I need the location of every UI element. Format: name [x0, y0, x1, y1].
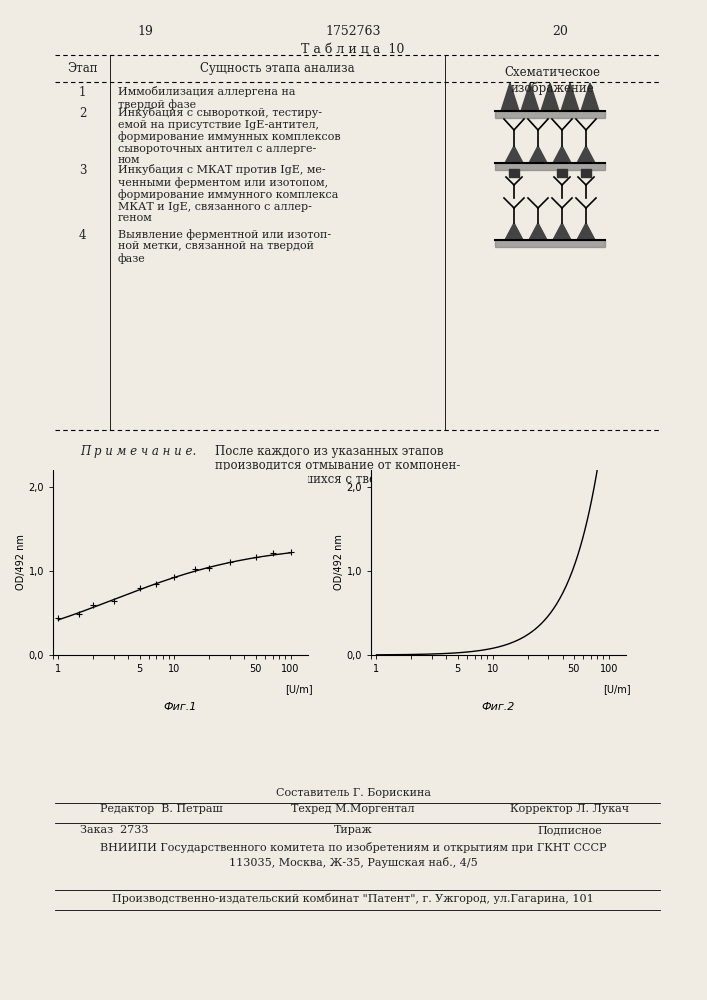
Text: Схематическое
изображение: Схематическое изображение — [505, 66, 600, 95]
Polygon shape — [521, 83, 539, 111]
Polygon shape — [495, 163, 605, 170]
Y-axis label: OD/492 nm: OD/492 nm — [334, 535, 344, 590]
Text: Составитель Г. Борискина: Составитель Г. Борискина — [276, 788, 431, 798]
Polygon shape — [529, 223, 547, 240]
Text: производится отмывание от компонен-: производится отмывание от компонен- — [215, 459, 460, 472]
Text: 2: 2 — [78, 107, 86, 120]
Text: Редактор  В. Петраш: Редактор В. Петраш — [100, 804, 223, 814]
Text: Т а б л и ц а  10: Т а б л и ц а 10 — [301, 43, 404, 56]
Bar — [581, 169, 591, 177]
Text: Инкубация с сывороткой, тестиру-
емой на присутствие IgE-антител,
формирование и: Инкубация с сывороткой, тестиру- емой на… — [118, 107, 341, 165]
Text: Фиг.1: Фиг.1 — [163, 702, 197, 712]
Polygon shape — [505, 223, 523, 240]
Text: 19: 19 — [137, 25, 153, 38]
Text: [U/m]: [U/m] — [285, 684, 312, 694]
Polygon shape — [581, 83, 599, 111]
Polygon shape — [553, 146, 571, 163]
Text: Сущность этапа анализа: Сущность этапа анализа — [200, 62, 355, 75]
Text: ВНИИПИ Государственного комитета по изобретениям и открытиям при ГКНТ СССР: ВНИИПИ Государственного комитета по изоб… — [100, 842, 606, 853]
Polygon shape — [553, 223, 571, 240]
Text: 20: 20 — [552, 25, 568, 38]
Polygon shape — [577, 146, 595, 163]
Text: Иммобилизация аллергена на
твердой фазе: Иммобилизация аллергена на твердой фазе — [118, 86, 296, 110]
Y-axis label: OD/492 nm: OD/492 nm — [16, 535, 25, 590]
Text: Этап: Этап — [67, 62, 98, 75]
Text: [U/m]: [U/m] — [603, 684, 631, 694]
Polygon shape — [577, 223, 595, 240]
Text: Инкубация с МКАТ против IgE, ме-
ченными ферментом или изотопом,
формирование им: Инкубация с МКАТ против IgE, ме- ченными… — [118, 164, 339, 223]
Polygon shape — [529, 146, 547, 163]
Polygon shape — [561, 83, 579, 111]
Text: П р и м е ч а н и е.: П р и м е ч а н и е. — [80, 445, 197, 458]
Text: 113035, Москва, Ж-35, Раушская наб., 4/5: 113035, Москва, Ж-35, Раушская наб., 4/5 — [228, 857, 477, 868]
Text: Фиг.2: Фиг.2 — [481, 702, 515, 712]
Text: Заказ  2733: Заказ 2733 — [80, 825, 148, 835]
Text: 1: 1 — [78, 86, 86, 99]
Text: Подписное: Подписное — [537, 825, 602, 835]
Polygon shape — [541, 83, 559, 111]
Text: 1752763: 1752763 — [325, 25, 381, 38]
Polygon shape — [495, 240, 605, 247]
Bar — [509, 169, 519, 177]
Text: Корректор Л. Лукач: Корректор Л. Лукач — [510, 804, 629, 814]
Text: Тираж: Тираж — [334, 825, 373, 835]
Polygon shape — [505, 146, 523, 163]
Text: 4: 4 — [78, 229, 86, 242]
Text: 3: 3 — [78, 164, 86, 177]
Text: Производственно-издательский комбинат "Патент", г. Ужгород, ул.Гагарина, 101: Производственно-издательский комбинат "П… — [112, 893, 594, 904]
Text: Техред М.Моргентал: Техред М.Моргентал — [291, 804, 415, 814]
Polygon shape — [501, 83, 519, 111]
Text: тов, не связавшихся с твердой фазой.: тов, не связавшихся с твердой фазой. — [215, 473, 451, 486]
Text: После каждого из указанных этапов: После каждого из указанных этапов — [215, 445, 443, 458]
Bar — [557, 169, 567, 177]
Polygon shape — [495, 111, 605, 118]
Text: Выявление ферментной или изотоп-
ной метки, связанной на твердой
фазе: Выявление ферментной или изотоп- ной мет… — [118, 229, 331, 264]
